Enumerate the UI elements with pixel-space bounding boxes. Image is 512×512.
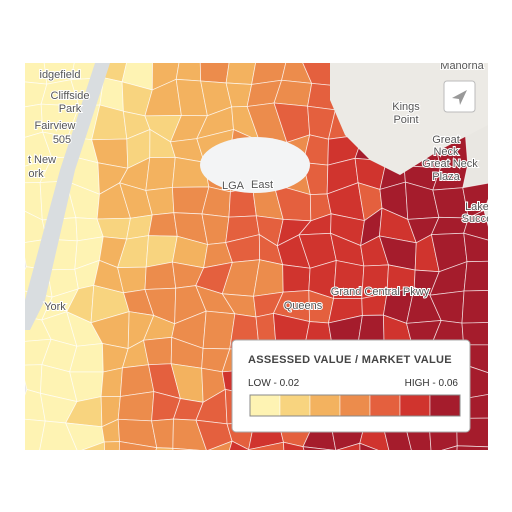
district bbox=[150, 467, 181, 505]
legend-scale bbox=[249, 394, 461, 417]
district bbox=[359, 442, 379, 450]
place-label: idgefield bbox=[40, 69, 81, 81]
district bbox=[202, 310, 236, 350]
district bbox=[177, 470, 202, 507]
place-label: LGA bbox=[222, 180, 245, 192]
district bbox=[282, 264, 311, 293]
district bbox=[410, 451, 432, 468]
district bbox=[117, 391, 155, 422]
legend: ASSESSED VALUE / MARKET VALUE LOW - 0.02… bbox=[231, 339, 471, 433]
district bbox=[119, 467, 151, 505]
district bbox=[41, 470, 76, 505]
district bbox=[119, 364, 155, 397]
district bbox=[441, 445, 458, 450]
district bbox=[302, 446, 336, 450]
district bbox=[199, 63, 230, 84]
legend-swatch bbox=[399, 394, 431, 417]
legend-high: HIGH - 0.06 bbox=[405, 378, 459, 389]
district bbox=[250, 467, 286, 506]
place-label: Fairview bbox=[35, 120, 76, 132]
district bbox=[200, 470, 231, 507]
district bbox=[22, 468, 48, 505]
legend-title: ASSESSED VALUE / MARKET VALUE bbox=[248, 354, 452, 366]
bay bbox=[200, 137, 310, 193]
district bbox=[381, 467, 413, 503]
district bbox=[307, 476, 338, 502]
district bbox=[358, 476, 388, 503]
district bbox=[100, 367, 123, 398]
legend-swatch bbox=[279, 394, 311, 417]
district bbox=[456, 470, 483, 501]
district bbox=[103, 441, 120, 450]
place-label: Great bbox=[432, 134, 460, 146]
district bbox=[283, 441, 305, 450]
place-label: Queens bbox=[284, 300, 323, 312]
district bbox=[68, 472, 105, 499]
district bbox=[172, 447, 201, 450]
district bbox=[357, 314, 385, 343]
place-label: Manorha bbox=[440, 60, 484, 72]
place-label: East bbox=[251, 179, 273, 191]
district bbox=[143, 336, 173, 366]
district bbox=[99, 474, 126, 499]
place-label: Lake bbox=[465, 201, 489, 213]
district bbox=[39, 452, 78, 472]
place-label: York bbox=[44, 301, 66, 313]
legend-swatch bbox=[429, 394, 461, 417]
district bbox=[225, 63, 256, 85]
district bbox=[25, 418, 46, 450]
district bbox=[148, 212, 178, 237]
district bbox=[145, 156, 176, 191]
place-label: Grand Central Pkwy bbox=[331, 286, 430, 298]
place-label: Plaza bbox=[432, 171, 460, 183]
district bbox=[25, 364, 43, 394]
place-label: Neck bbox=[433, 146, 459, 158]
district bbox=[248, 441, 285, 450]
district bbox=[463, 232, 488, 263]
district bbox=[456, 445, 488, 450]
district bbox=[335, 442, 361, 450]
place-label: 505 bbox=[53, 134, 71, 146]
district bbox=[175, 63, 202, 82]
legend-swatch bbox=[249, 394, 281, 417]
place-label: Kings bbox=[392, 101, 420, 113]
river bbox=[25, 63, 110, 330]
place-label: Great Neck bbox=[422, 158, 478, 170]
district bbox=[22, 452, 42, 470]
legend-swatch bbox=[339, 394, 371, 417]
district bbox=[429, 468, 466, 501]
district bbox=[229, 440, 250, 450]
district bbox=[81, 441, 105, 450]
district bbox=[285, 467, 312, 503]
place-label: Cliffside bbox=[51, 90, 90, 102]
legend-swatch bbox=[369, 394, 401, 417]
place-label: Succe bbox=[462, 213, 493, 225]
legend-low: LOW - 0.02 bbox=[248, 378, 300, 389]
district bbox=[410, 467, 431, 502]
legend-swatch bbox=[309, 394, 341, 417]
district bbox=[381, 451, 412, 476]
legend-scale-border bbox=[249, 394, 461, 417]
district bbox=[222, 469, 253, 507]
place-label: Park bbox=[59, 103, 82, 115]
place-label: Point bbox=[393, 114, 418, 126]
district bbox=[461, 290, 488, 324]
district bbox=[463, 260, 488, 292]
district bbox=[337, 476, 360, 499]
locate-button[interactable] bbox=[443, 80, 476, 113]
district bbox=[461, 322, 488, 346]
place-label: t New bbox=[28, 154, 56, 166]
district bbox=[463, 209, 488, 241]
district bbox=[155, 447, 174, 450]
place-label: ork bbox=[28, 168, 44, 180]
district bbox=[118, 441, 158, 450]
district bbox=[207, 440, 233, 450]
district bbox=[144, 261, 177, 290]
